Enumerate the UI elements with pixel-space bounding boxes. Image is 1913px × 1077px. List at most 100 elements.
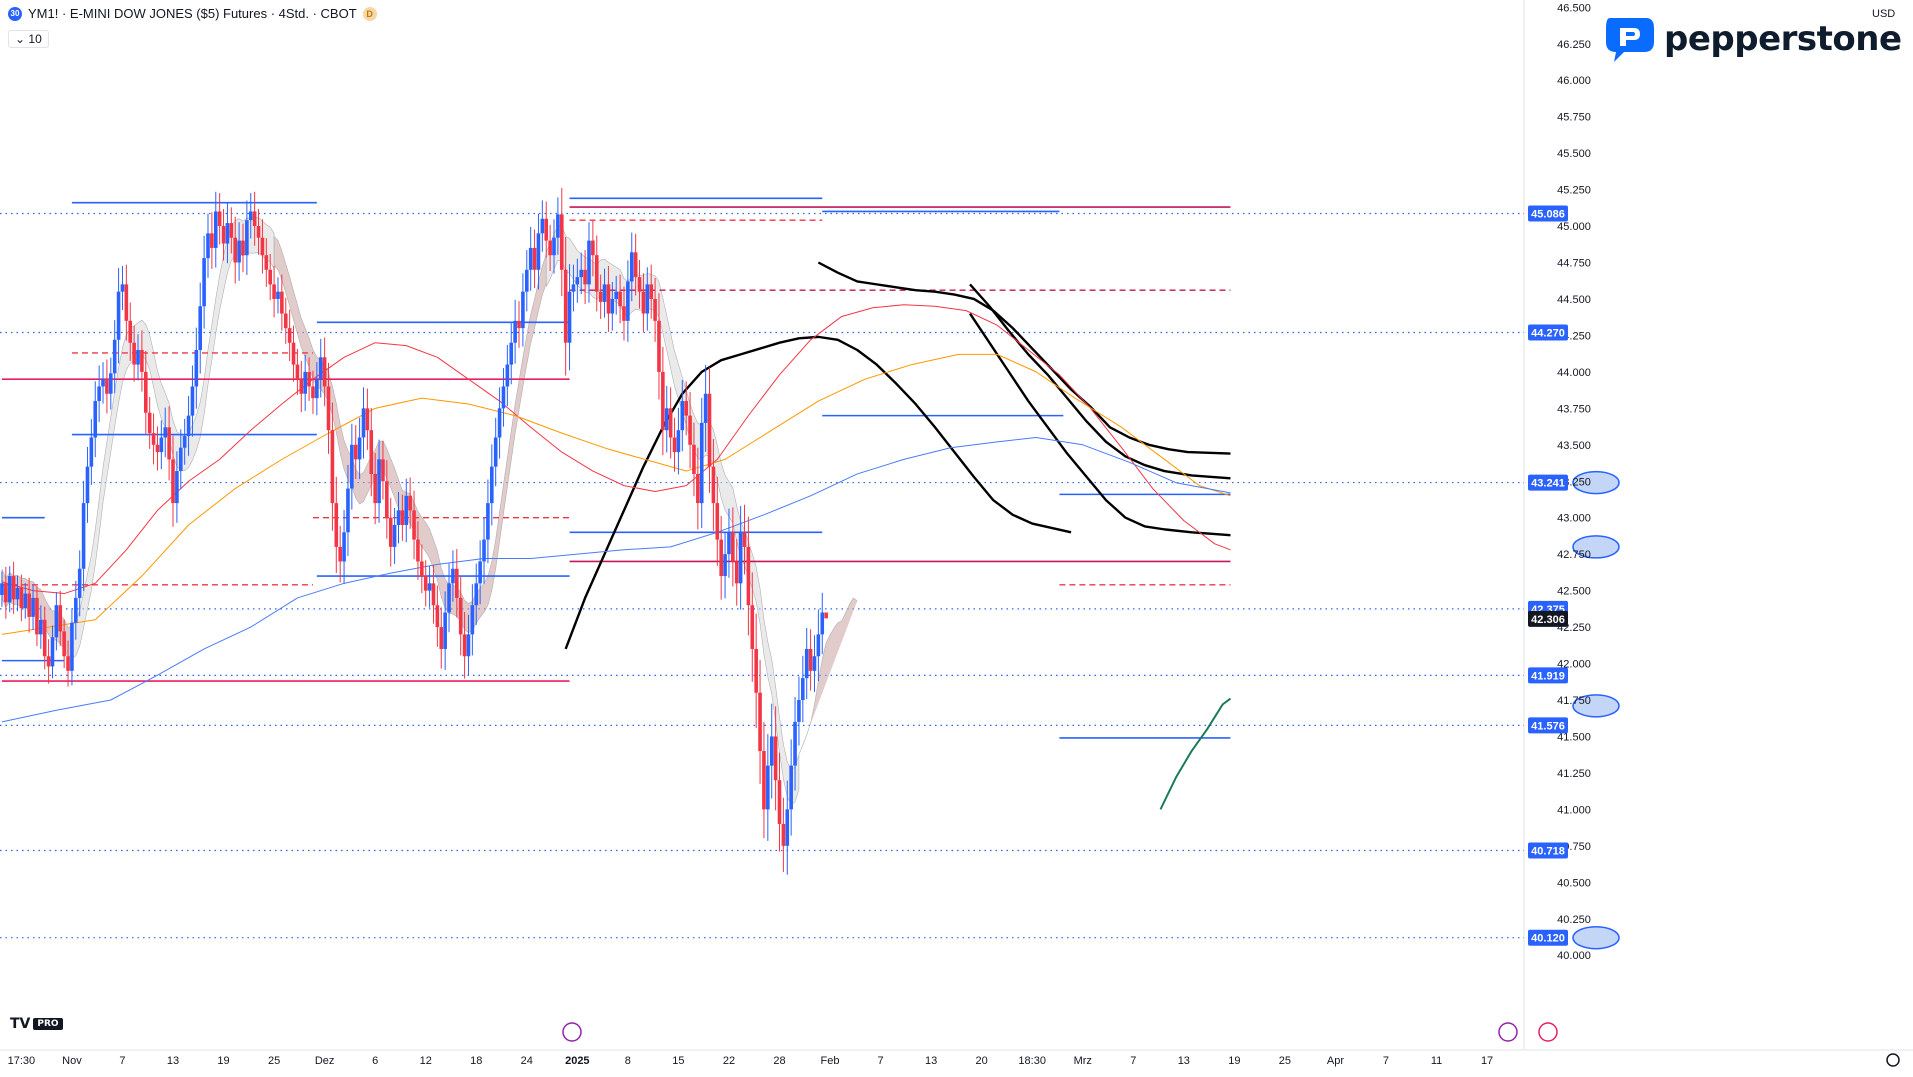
y-tick-label: 41.750 (1557, 695, 1591, 707)
candle-body (143, 371, 148, 413)
candle-body (311, 386, 315, 399)
price-tag-label: 45.086 (1531, 209, 1565, 221)
candle-body (350, 444, 354, 489)
event-marker-icon[interactable] (562, 1022, 582, 1042)
candle-body (505, 364, 510, 387)
y-tick-label: 41.250 (1557, 768, 1591, 780)
candle-body (81, 503, 86, 569)
candle-body (548, 240, 552, 256)
candle-body (458, 597, 463, 635)
candle-body (431, 583, 436, 606)
candle-body (793, 721, 797, 766)
candle-body (746, 546, 751, 606)
price-tag (1528, 667, 1568, 684)
candle-body (361, 408, 366, 438)
candle-body (797, 700, 801, 722)
x-tick-label: 13 (1178, 1055, 1190, 1067)
y-tick-label: 45.750 (1557, 112, 1591, 124)
candle-body (140, 350, 144, 372)
candle-body (97, 386, 101, 402)
candle-body (719, 539, 723, 577)
candle-body (439, 627, 444, 649)
price-tag-label: 43.241 (1531, 478, 1565, 490)
x-tick-label: 2025 (565, 1055, 589, 1067)
candle-body (287, 328, 292, 343)
y-tick-label: 42.750 (1557, 549, 1591, 561)
candle-body (497, 408, 502, 438)
x-tick-label: 19 (217, 1055, 229, 1067)
candle-body (571, 284, 576, 292)
candle-body (210, 233, 214, 248)
candle-body (754, 648, 758, 693)
price-axis-panel (1524, 0, 1913, 1072)
y-tick-label: 42.500 (1557, 586, 1591, 598)
candle-body (727, 532, 731, 555)
candle-body (692, 444, 696, 474)
candle-body (408, 495, 412, 511)
y-tick-label: 43.000 (1557, 513, 1591, 525)
candle-body (128, 320, 133, 343)
candle-body (89, 437, 94, 467)
candle-body (540, 218, 545, 234)
price-tag (1528, 474, 1568, 491)
candle-body (532, 247, 537, 270)
candle-body (645, 284, 650, 314)
candle-body (734, 561, 739, 584)
settings-gear-icon[interactable] (1886, 1053, 1900, 1067)
candle-body (598, 291, 603, 302)
x-tick-label: 11 (1431, 1055, 1442, 1067)
event-marker-icon[interactable] (1538, 1022, 1558, 1042)
candle-body (299, 379, 304, 394)
candle-body (680, 401, 685, 431)
candle-body (330, 430, 335, 504)
candle-body (167, 427, 171, 460)
candle-body (435, 605, 440, 628)
x-tick-label: 15 (672, 1055, 684, 1067)
y-tick-label: 43.750 (1557, 403, 1591, 415)
symbol-header[interactable]: 30 YM1! · E-MINI DOW JONES ($5) Futures … (8, 6, 377, 21)
candle-body (606, 284, 611, 314)
candle-body (816, 634, 821, 657)
price-tag-label: 44.270 (1531, 328, 1565, 340)
candle-body (136, 350, 140, 365)
candle-body (245, 220, 249, 256)
chevron-down-icon: ⌄ (15, 32, 26, 46)
candle-body (303, 371, 307, 394)
y-tick-label: 40.000 (1557, 950, 1591, 962)
candle-body (420, 561, 424, 577)
event-marker-icon[interactable] (1498, 1022, 1518, 1042)
candle-body (101, 379, 105, 387)
y-tick-label: 45.250 (1557, 185, 1591, 197)
candle-body (629, 252, 634, 282)
symbol-title[interactable]: YM1! · E-MINI DOW JONES ($5) Futures · 4… (28, 6, 357, 21)
candle-body (23, 593, 28, 609)
candle-body (217, 211, 222, 227)
candle-body (342, 532, 346, 562)
candle-body (175, 471, 179, 504)
candle-body (35, 597, 39, 635)
candle-body (462, 634, 467, 657)
y-tick-label: 44.000 (1557, 367, 1591, 379)
target-ellipse (1572, 535, 1620, 559)
y-tick-label: 46.500 (1557, 2, 1591, 14)
candle-body (637, 277, 642, 292)
volume-toggle[interactable]: ⌄ 10 (8, 30, 49, 48)
currency-label[interactable]: USD (1872, 8, 1896, 20)
candle-body (159, 437, 164, 453)
candle-body (237, 240, 241, 263)
candle-body (594, 255, 599, 292)
candle-body (591, 240, 595, 256)
y-tick-label: 40.500 (1557, 877, 1591, 889)
candle-body (668, 408, 673, 438)
candle-body (58, 605, 63, 632)
candle-body (85, 466, 90, 504)
candle-body (62, 631, 66, 657)
x-tick-label: 7 (1130, 1055, 1136, 1067)
y-tick-label: 46.000 (1557, 75, 1591, 87)
candle-body (213, 211, 218, 248)
moving-average-line (1, 304, 1231, 595)
candle-body (493, 437, 498, 467)
tradingview-logo: TV PRO (10, 1016, 63, 1032)
